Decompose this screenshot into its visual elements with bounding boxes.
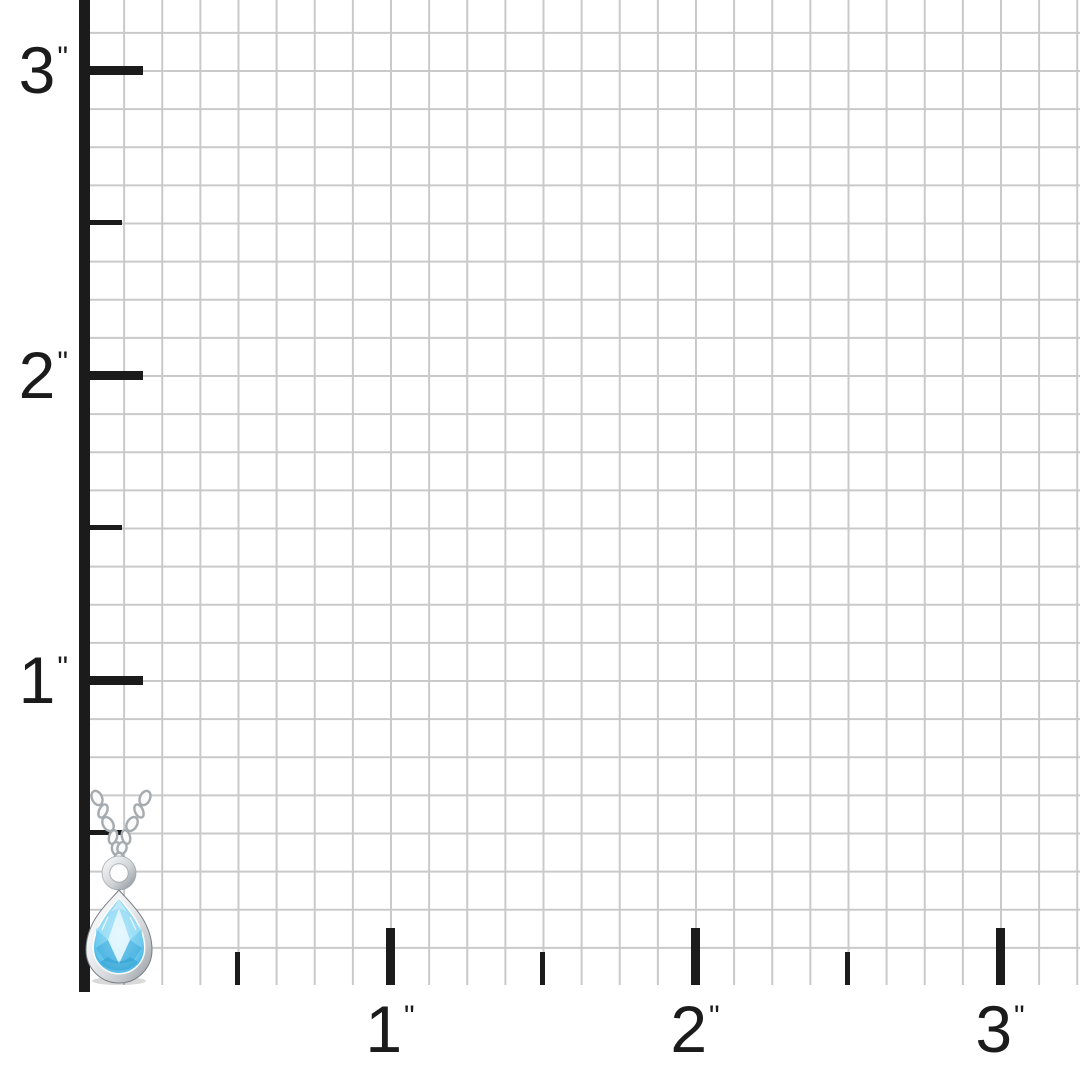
y-axis-label-1in: 1" xyxy=(0,647,68,727)
x-axis-label-2in: 2" xyxy=(635,996,755,1076)
x-minor-tick-0p5in xyxy=(235,952,240,985)
x-minor-tick-2p5in xyxy=(845,952,850,985)
y-minor-tick-2p5in xyxy=(85,220,122,225)
inch-mark: " xyxy=(1014,1000,1025,1033)
chain xyxy=(90,789,152,867)
grid-paper xyxy=(85,0,1080,985)
inch-mark: " xyxy=(57,651,68,684)
x-minor-tick-1p5in xyxy=(540,952,545,985)
x-major-tick-3in xyxy=(995,928,1005,985)
inch-mark: " xyxy=(57,41,68,74)
y-axis xyxy=(79,0,90,992)
y-major-tick-1in xyxy=(85,675,143,685)
inch-mark: " xyxy=(404,1000,415,1033)
label-digit: 3 xyxy=(18,33,56,107)
pendant-image xyxy=(85,789,153,985)
bail-ring xyxy=(101,855,137,891)
x-axis-label-3in: 3" xyxy=(940,996,1060,1076)
y-minor-tick-1p5in xyxy=(85,525,122,530)
label-digit: 3 xyxy=(975,992,1013,1066)
x-major-tick-1in xyxy=(385,928,395,985)
inch-mark: " xyxy=(57,346,68,379)
label-digit: 2 xyxy=(670,992,708,1066)
y-axis-label-3in: 3" xyxy=(0,37,68,117)
y-axis-label-2in: 2" xyxy=(0,342,68,422)
label-digit: 1 xyxy=(18,643,56,717)
inch-mark: " xyxy=(709,1000,720,1033)
y-major-tick-2in xyxy=(85,370,143,380)
x-major-tick-2in xyxy=(690,928,700,985)
x-axis-label-1in: 1" xyxy=(330,996,450,1076)
label-digit: 1 xyxy=(365,992,403,1066)
y-minor-tick-0p5in xyxy=(85,830,122,835)
y-major-tick-3in xyxy=(85,65,143,75)
topaz-stone xyxy=(94,899,144,974)
label-digit: 2 xyxy=(18,338,56,412)
